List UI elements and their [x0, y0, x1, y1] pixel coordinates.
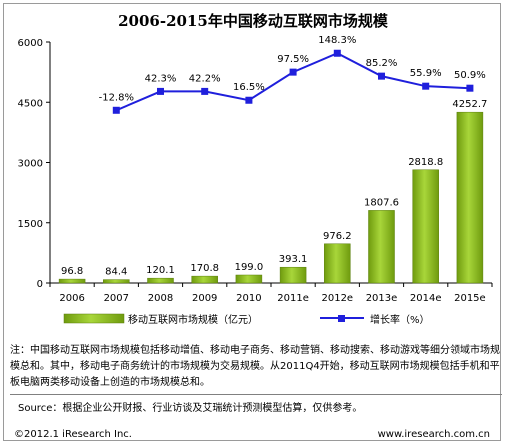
x-tick-label: 2015e [454, 293, 486, 304]
growth-labels: -12.8% 42.3% 42.2% 16.5% 97.5% 148.3% 85.2% 55.… [99, 35, 486, 103]
growth-value-label: 55.9% [410, 68, 442, 79]
legend-line-marker [338, 315, 345, 322]
growth-point [466, 84, 474, 92]
growth-value-label: 16.5% [233, 82, 265, 93]
x-tick-label: 2008 [148, 293, 173, 304]
chart-canvas: 2006-2015年中国移动互联网市场规模 0 1500 3000 4500 6000 2… [18, 12, 493, 326]
x-tick-label: 2007 [104, 293, 129, 304]
growth-point [289, 68, 297, 76]
bar-value-label: 976.2 [323, 231, 352, 242]
growth-value-label: 97.5% [277, 54, 309, 65]
bar [412, 169, 439, 284]
bar [368, 210, 395, 284]
bar-value-label: 199.0 [235, 262, 264, 273]
bar [456, 111, 484, 284]
growth-point [378, 72, 385, 80]
bar-value-label: 4252.7 [452, 99, 487, 110]
bar [235, 274, 263, 284]
bar-value-label: 2818.8 [408, 157, 443, 168]
bar [279, 266, 307, 284]
website-text: www.iresearch.com.cn [377, 429, 490, 440]
y-tick-label: 1500 [18, 219, 43, 230]
bar [324, 243, 351, 284]
bar [58, 278, 86, 284]
bars [58, 111, 484, 284]
y-tick-label: 0 [37, 279, 43, 290]
copyright-text: ©2012.1 iResearch Inc. [14, 429, 132, 440]
growth-point [245, 96, 253, 104]
bar [191, 275, 218, 284]
y-tick-label: 4500 [18, 98, 43, 109]
legend: 移动互联网市场规模（亿元） 增长率（%） [63, 313, 430, 326]
y-tick-label: 3000 [18, 159, 43, 170]
chart-note: 注：中国移动互联网市场规模包括移动增值、移动电子商务、移动营销、移动搜索、移动游… [10, 345, 500, 388]
growth-value-label: 85.2% [366, 58, 398, 69]
x-tick-label: 2009 [192, 293, 217, 304]
chart-title: 2006-2015年中国移动互联网市场规模 [118, 12, 389, 30]
growth-line [112, 49, 474, 114]
notes-block: 注：中国移动互联网市场规模包括移动增值、移动电子商务、移动营销、移动搜索、移动游… [10, 343, 502, 391]
bar-labels: 96.8 84.4 120.1 170.8 199.0 393.1 976.2 1807.6 2… [61, 99, 487, 277]
legend-line-label: 增长率（%） [370, 313, 430, 326]
notes-divider [10, 394, 502, 395]
growth-value-label: 42.3% [145, 73, 177, 84]
bar-value-label: 1807.6 [364, 197, 399, 208]
x-tick-label: 2013e [366, 293, 398, 304]
growth-value-label: 50.9% [454, 70, 486, 81]
chart-frame: 2006-2015年中国移动互联网市场规模 0 1500 3000 4500 6000 2… [3, 3, 502, 441]
legend-bar-label: 移动互联网市场规模（亿元） [128, 313, 258, 326]
x-tick-label: 2010 [236, 293, 261, 304]
bar-value-label: 84.4 [105, 267, 127, 278]
x-tick-label: 2012e [321, 293, 353, 304]
y-tick-label: 6000 [18, 38, 43, 49]
bar-value-label: 96.8 [61, 266, 83, 277]
growth-point [333, 49, 341, 57]
growth-point [201, 87, 209, 95]
x-tick-label: 2014e [410, 293, 442, 304]
bar [147, 277, 174, 284]
growth-point [157, 87, 164, 95]
growth-value-label: 42.2% [189, 73, 221, 84]
growth-point [422, 82, 430, 90]
source-text: Source：根据企业公开财报、行业访谈及艾瑞统计预测模型估算，仅供参考。 [18, 403, 363, 414]
bar-value-label: 120.1 [146, 265, 175, 276]
x-tick-label: 2011e [277, 293, 309, 304]
legend-bar-swatch [63, 313, 125, 324]
growth-point [112, 106, 120, 114]
bar-value-label: 393.1 [279, 254, 308, 265]
growth-value-label: 148.3% [318, 35, 356, 46]
x-tick-label: 2006 [59, 293, 84, 304]
bar [103, 279, 130, 284]
growth-value-label: -12.8% [99, 92, 134, 103]
bar-value-label: 170.8 [190, 263, 219, 274]
